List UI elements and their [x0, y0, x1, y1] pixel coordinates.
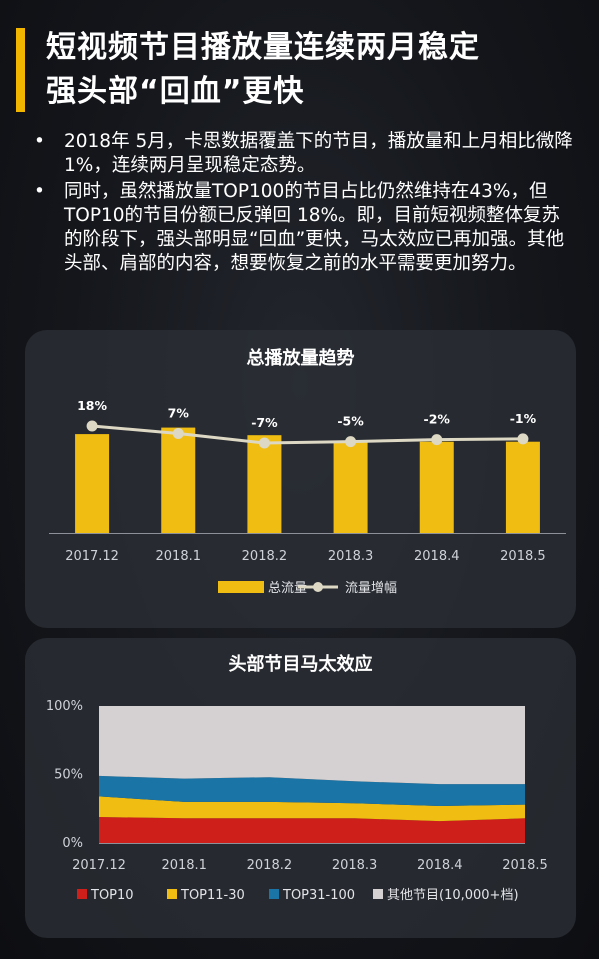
traffic-bar — [505, 441, 540, 533]
bullet-item: • 2018年 5月，卡思数据覆盖下的节目，播放量和上月相比微降 1%，连续两月… — [34, 130, 574, 178]
growth-data-label: -1% — [510, 411, 537, 426]
x-tick-label: 2018.3 — [328, 549, 374, 564]
x-tick-label: 2018.1 — [161, 858, 207, 873]
traffic-bar — [161, 427, 196, 533]
traffic-bar — [75, 434, 110, 533]
traffic-bar — [333, 440, 368, 533]
y-tick-label: 100% — [46, 699, 83, 714]
area-top31-100 — [99, 775, 525, 806]
page-title-line1: 短视频节目播放量连续两月稳定 — [46, 30, 480, 65]
x-tick-label: 2018.3 — [332, 858, 378, 873]
x-tick-label: 2018.4 — [417, 858, 463, 873]
growth-point — [172, 427, 184, 439]
legend-swatch — [373, 889, 383, 899]
x-tick-label: 2018.2 — [242, 549, 288, 564]
legend-label: TOP31-100 — [282, 888, 355, 903]
x-tick-label: 2018.4 — [414, 549, 460, 564]
legend-swatch-marker — [313, 582, 323, 592]
x-tick-label: 2017.12 — [72, 858, 126, 873]
bullet-item: • 同时，虽然播放量TOP100的节目占比仍然维持在43%，但TOP10的节目份… — [34, 180, 574, 276]
growth-data-label: 7% — [168, 405, 190, 420]
bullet-text: 2018年 5月，卡思数据覆盖下的节目，播放量和上月相比微降 1%，连续两月呈现… — [64, 131, 573, 176]
growth-point — [258, 437, 270, 449]
title-accent-bar — [16, 28, 25, 112]
area-top10 — [99, 817, 525, 843]
bullet-dot: • — [34, 181, 45, 202]
page-title: 短视频节目播放量连续两月稳定 强头部“回血”更快 — [46, 26, 586, 114]
growth-point — [345, 436, 357, 448]
growth-data-label: 18% — [77, 398, 107, 413]
area-top11-30 — [99, 796, 525, 822]
x-tick-label: 2018.5 — [500, 549, 546, 564]
growth-point — [431, 434, 443, 446]
matthew-effect-panel: 头部节目马太效应 0% 50% 100% 2017.12 2018.1 2018.2 201… — [25, 638, 576, 938]
traffic-trend-chart: 2017.12 2018.1 2018.2 2018.3 2018.4 2018.5 18%… — [49, 398, 566, 596]
y-tick-label: 50% — [54, 768, 83, 783]
traffic-chart-title: 总播放量趋势 — [246, 348, 355, 369]
legend-swatch — [77, 889, 87, 899]
legend-label: TOP11-30 — [180, 888, 245, 903]
x-tick-label: 2018.2 — [247, 858, 293, 873]
page-title-line2: 强头部“回血”更快 — [46, 74, 305, 109]
y-tick-label: 0% — [62, 836, 83, 851]
x-tick-label: 2018.5 — [502, 858, 548, 873]
bullet-dot: • — [34, 131, 45, 152]
growth-data-label: -2% — [424, 412, 451, 427]
legend-label-total: 总流量 — [268, 581, 307, 596]
matthew-chart-title: 头部节目马太效应 — [228, 654, 373, 675]
growth-data-label: -5% — [337, 414, 364, 429]
legend-swatch-bar — [218, 581, 264, 593]
matthew-effect-chart: 0% 50% 100% 2017.12 2018.1 2018.2 2018.3 2018.4… — [46, 699, 548, 903]
growth-line — [91, 424, 523, 445]
summary-bullets: • 2018年 5月，卡思数据覆盖下的节目，播放量和上月相比微降 1%，连续两月… — [34, 130, 574, 278]
growth-data-label: -7% — [251, 415, 278, 430]
legend-swatch — [269, 889, 279, 899]
area-other — [99, 706, 525, 785]
x-tick-label: 2018.1 — [156, 549, 202, 564]
bullet-text: 同时，虽然播放量TOP100的节目占比仍然维持在43%，但TOP10的节目份额已… — [64, 181, 565, 274]
growth-point — [86, 420, 98, 432]
legend-label-growth: 流量增幅 — [345, 581, 397, 596]
growth-point — [517, 433, 529, 445]
traffic-bar — [419, 441, 454, 533]
legend-swatch — [167, 889, 177, 899]
legend-label: 其他节目(10,000+档) — [387, 888, 519, 903]
legend-label: TOP10 — [90, 888, 134, 903]
traffic-bar — [247, 435, 282, 533]
traffic-trend-panel: 总播放量趋势 2017.12 2018.1 2018.2 2018.3 2018.4 20… — [25, 330, 576, 628]
x-tick-label: 2017.12 — [65, 549, 119, 564]
